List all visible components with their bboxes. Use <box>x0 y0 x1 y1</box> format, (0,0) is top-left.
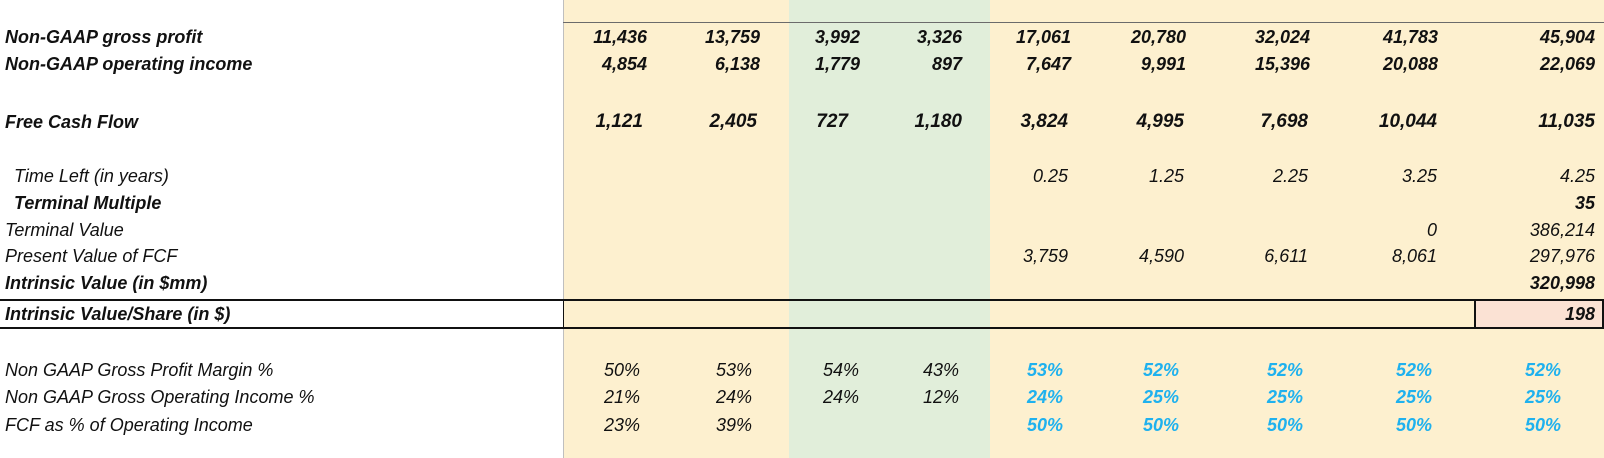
cell[interactable]: 23% <box>603 415 640 435</box>
cell[interactable]: 24% <box>715 387 752 407</box>
row-label[interactable]: Terminal Multiple <box>14 193 162 213</box>
cell[interactable]: 50% <box>1266 415 1303 435</box>
cell[interactable]: 8,061 <box>1391 246 1437 266</box>
cell[interactable]: 320,998 <box>1529 273 1595 293</box>
row-present-value-fcf: Present Value of FCF 3,759 4,590 6,611 8… <box>0 243 1604 269</box>
row-label[interactable]: Intrinsic Value/Share (in $) <box>5 304 231 324</box>
cell[interactable]: 50% <box>1026 415 1063 435</box>
row-intrinsic-value-share: Intrinsic Value/Share (in $) <box>0 301 1604 327</box>
cell[interactable]: 3,824 <box>1020 111 1068 132</box>
row-label[interactable]: Non GAAP Gross Operating Income % <box>5 387 315 407</box>
cell[interactable]: 52% <box>1142 360 1179 380</box>
cell[interactable]: 50% <box>1142 415 1179 435</box>
cell[interactable]: 32,024 <box>1254 27 1310 47</box>
cell[interactable]: 4,995 <box>1136 111 1184 132</box>
header-border <box>563 22 1604 23</box>
row-time-left: Time Left (in years) 0.25 1.25 2.25 3.25… <box>0 163 1604 189</box>
row-gross-profit: Non-GAAP gross profit 11,436 13,759 3,99… <box>0 24 1604 50</box>
row-free-cash-flow: Free Cash Flow 1,121 2,405 727 1,180 3,8… <box>0 109 1604 135</box>
row-operating-income: Non-GAAP operating income 4,854 6,138 1,… <box>0 51 1604 77</box>
cell[interactable]: 52% <box>1266 360 1303 380</box>
cell[interactable]: 25% <box>1395 387 1432 407</box>
forecast-band <box>990 0 1604 458</box>
cell[interactable]: 6,138 <box>714 54 760 74</box>
intrinsic-value-share-row: Intrinsic Value/Share (in $) 198 <box>0 299 1604 329</box>
row-fcf-pct: FCF as % of Operating Income 23% 39% 50%… <box>0 412 1604 438</box>
cell[interactable]: 20,780 <box>1130 27 1186 47</box>
cell[interactable]: 25% <box>1142 387 1179 407</box>
cell[interactable]: 4.25 <box>1559 166 1595 186</box>
cell[interactable]: 897 <box>931 54 962 74</box>
cell[interactable]: 53% <box>1026 360 1063 380</box>
column-divider <box>563 0 564 458</box>
cell[interactable]: 22,069 <box>1539 54 1595 74</box>
cell[interactable]: 198 <box>1564 304 1595 324</box>
cell[interactable]: 0 <box>1426 220 1437 240</box>
cell[interactable]: 2,405 <box>709 111 757 132</box>
cell[interactable]: 3,326 <box>916 27 962 47</box>
row-divider <box>563 301 564 327</box>
cell[interactable]: 9,991 <box>1140 54 1186 74</box>
cell[interactable]: 45,904 <box>1539 27 1595 47</box>
row-label[interactable]: Free Cash Flow <box>5 112 139 132</box>
cell[interactable]: 1,180 <box>914 111 962 132</box>
cell[interactable]: 1,779 <box>814 54 860 74</box>
row-label[interactable]: Non-GAAP gross profit <box>5 27 203 47</box>
row-label[interactable]: Non-GAAP operating income <box>5 54 253 74</box>
intrinsic-value-share-cell[interactable]: 198 <box>1474 299 1604 329</box>
cell[interactable]: 7,698 <box>1260 111 1308 132</box>
cell[interactable]: 1.25 <box>1148 166 1184 186</box>
cell[interactable]: 4,590 <box>1138 246 1184 266</box>
cell[interactable]: 25% <box>1524 387 1561 407</box>
row-terminal-multiple: Terminal Multiple 35 <box>0 190 1604 216</box>
cell[interactable]: 52% <box>1395 360 1432 380</box>
cell[interactable]: 727 <box>816 111 848 132</box>
row-terminal-value: Terminal Value 0 386,214 <box>0 217 1604 243</box>
cell[interactable]: 297,976 <box>1529 246 1595 266</box>
cell[interactable]: 2.25 <box>1272 166 1308 186</box>
row-intrinsic-value: Intrinsic Value (in $mm) 320,998 <box>0 270 1604 296</box>
cell[interactable]: 50% <box>603 360 640 380</box>
historical-band <box>563 0 789 458</box>
cell[interactable]: 25% <box>1266 387 1303 407</box>
cell[interactable]: 4,854 <box>601 54 647 74</box>
cell[interactable]: 13,759 <box>704 27 760 47</box>
cell[interactable]: 24% <box>1026 387 1063 407</box>
cell[interactable]: 20,088 <box>1382 54 1438 74</box>
quarterly-band <box>789 0 990 458</box>
cell[interactable]: 50% <box>1395 415 1432 435</box>
cell[interactable]: 11,436 <box>593 27 647 47</box>
cell[interactable]: 3,992 <box>814 27 860 47</box>
cell[interactable]: 54% <box>822 360 859 380</box>
row-label[interactable]: Non GAAP Gross Profit Margin % <box>5 360 274 380</box>
cell[interactable]: 43% <box>922 360 959 380</box>
row-label[interactable]: FCF as % of Operating Income <box>5 415 253 435</box>
cell[interactable]: 386,214 <box>1529 220 1595 240</box>
cell[interactable]: 41,783 <box>1382 27 1438 47</box>
row-label[interactable]: Terminal Value <box>5 220 124 240</box>
cell[interactable]: 12% <box>922 387 959 407</box>
cell[interactable]: 3.25 <box>1401 166 1437 186</box>
cell[interactable]: 35 <box>1574 193 1595 213</box>
row-label[interactable]: Time Left (in years) <box>14 166 169 186</box>
cell[interactable]: 0.25 <box>1032 166 1068 186</box>
cell[interactable]: 21% <box>603 387 640 407</box>
cell[interactable]: 53% <box>715 360 752 380</box>
cell[interactable]: 24% <box>822 387 859 407</box>
cell[interactable]: 10,044 <box>1378 111 1437 132</box>
cell[interactable]: 50% <box>1524 415 1561 435</box>
row-label[interactable]: Present Value of FCF <box>5 246 178 266</box>
cell[interactable]: 11,035 <box>1538 111 1595 132</box>
cell[interactable]: 52% <box>1524 360 1561 380</box>
cell[interactable]: 17,061 <box>1015 27 1071 47</box>
row-operating-income-margin: Non GAAP Gross Operating Income % 21% 24… <box>0 384 1604 410</box>
row-label[interactable]: Intrinsic Value (in $mm) <box>5 273 208 293</box>
cell[interactable]: 15,396 <box>1254 54 1310 74</box>
cell[interactable]: 3,759 <box>1022 246 1068 266</box>
cell[interactable]: 1,121 <box>595 111 643 132</box>
cell[interactable]: 39% <box>715 415 752 435</box>
row-gross-profit-margin: Non GAAP Gross Profit Margin % 50% 53% 5… <box>0 357 1604 383</box>
cell[interactable]: 6,611 <box>1264 246 1308 266</box>
cell[interactable]: 7,647 <box>1025 54 1071 74</box>
